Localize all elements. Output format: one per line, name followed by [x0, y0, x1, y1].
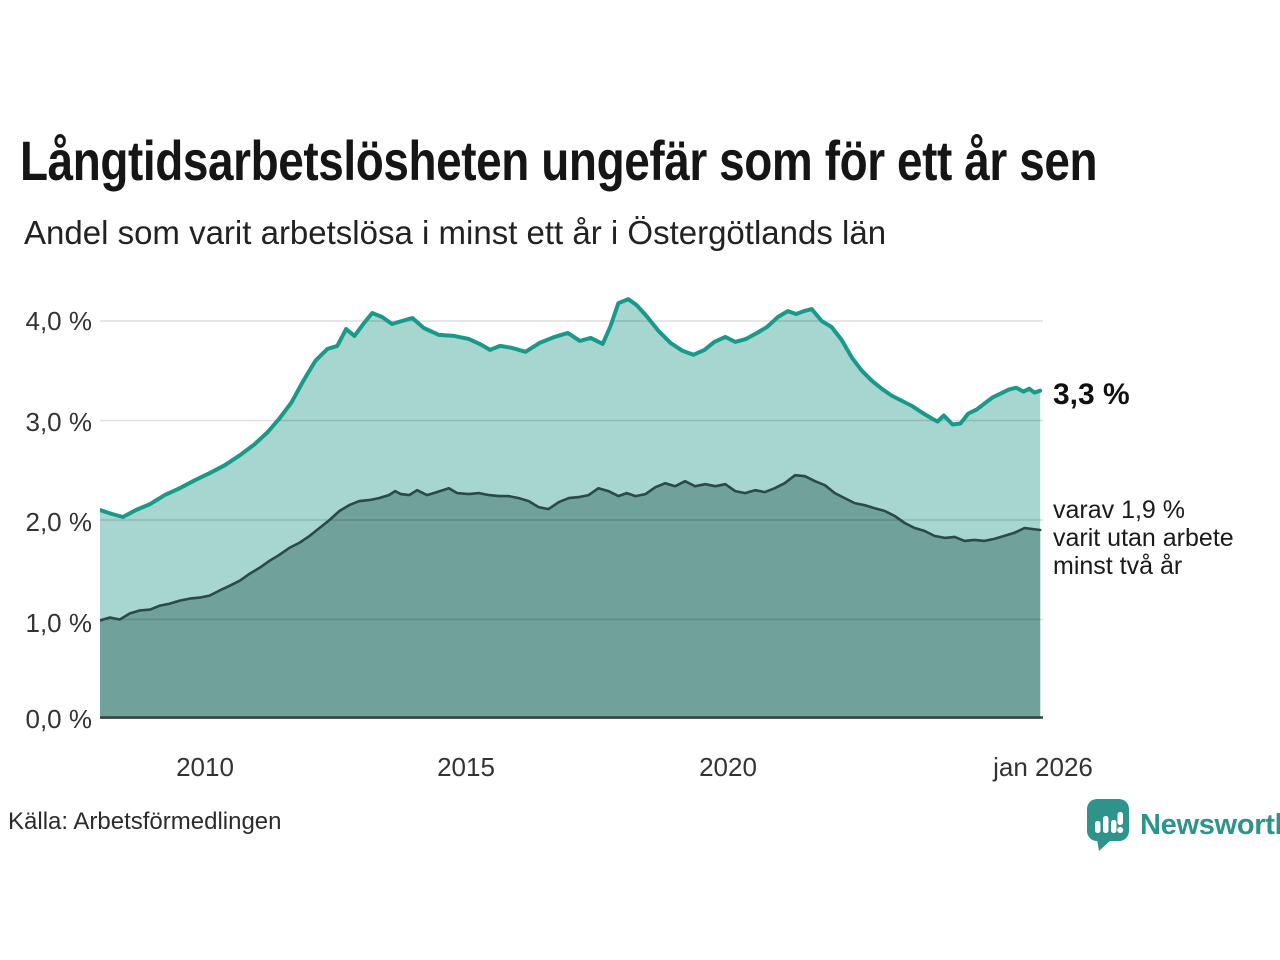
breakdown-line-2: varit utan arbete	[1053, 524, 1234, 552]
breakdown-annotation: varav 1,9 % varit utan arbete minst två …	[1053, 496, 1234, 580]
x-tick-2020: 2020	[699, 752, 757, 782]
brand-name: Newsworthy	[1140, 808, 1280, 841]
x-tick-jan-2026: jan 2026	[993, 752, 1093, 782]
newsworthy-bubble-icon	[1087, 799, 1129, 851]
y-tick-4: 4,0 %	[25, 306, 93, 336]
y-tick-2: 2,0 %	[25, 507, 93, 537]
breakdown-line-3: minst två år	[1053, 552, 1183, 580]
latest-value-label: 3,3 %	[1053, 378, 1130, 411]
x-tick-2010: 2010	[176, 752, 234, 782]
y-tick-3: 3,0 %	[25, 407, 93, 437]
y-tick-1: 1,0 %	[25, 608, 93, 638]
page-title: Långtidsarbetslösheten ungefär som för e…	[20, 129, 1098, 192]
source-caption: Källa: Arbetsförmedlingen	[8, 808, 282, 835]
breakdown-line-1: varav 1,9 %	[1053, 496, 1186, 524]
page-subtitle: Andel som varit arbetslösa i minst ett å…	[24, 214, 887, 251]
area-chart-canvas	[100, 297, 1043, 719]
y-tick-0: 0,0 %	[25, 704, 93, 734]
brand-logo: Newsworthy	[1086, 798, 1280, 852]
x-tick-2015: 2015	[437, 752, 495, 782]
